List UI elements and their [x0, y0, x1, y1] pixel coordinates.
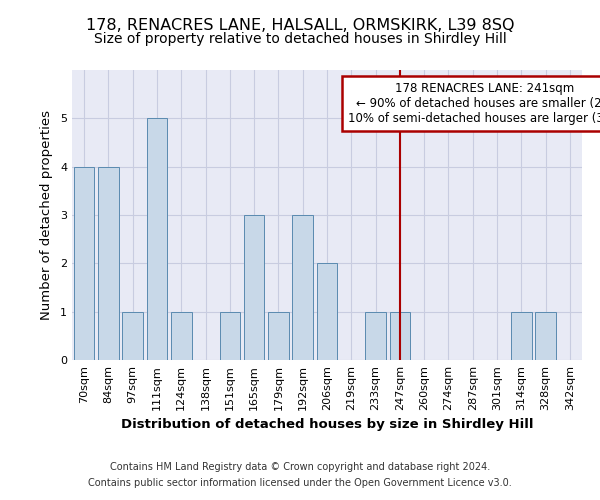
Bar [146, 118, 167, 360]
Bar [74, 166, 94, 360]
Bar [365, 312, 386, 360]
Bar [122, 312, 143, 360]
Text: Contains HM Land Registry data © Crown copyright and database right 2024.: Contains HM Land Registry data © Crown c… [110, 462, 490, 472]
Bar [292, 215, 313, 360]
Bar [98, 166, 119, 360]
Bar [317, 264, 337, 360]
Text: Contains public sector information licensed under the Open Government Licence v3: Contains public sector information licen… [88, 478, 512, 488]
Text: Size of property relative to detached houses in Shirdley Hill: Size of property relative to detached ho… [94, 32, 506, 46]
Bar [268, 312, 289, 360]
Bar [220, 312, 240, 360]
Bar [171, 312, 191, 360]
Bar [244, 215, 265, 360]
Bar [511, 312, 532, 360]
Text: 178, RENACRES LANE, HALSALL, ORMSKIRK, L39 8SQ: 178, RENACRES LANE, HALSALL, ORMSKIRK, L… [86, 18, 514, 32]
Y-axis label: Number of detached properties: Number of detached properties [40, 110, 53, 320]
Bar [389, 312, 410, 360]
Bar [535, 312, 556, 360]
X-axis label: Distribution of detached houses by size in Shirdley Hill: Distribution of detached houses by size … [121, 418, 533, 432]
Text: 178 RENACRES LANE: 241sqm
← 90% of detached houses are smaller (26)
10% of semi-: 178 RENACRES LANE: 241sqm ← 90% of detac… [348, 82, 600, 125]
